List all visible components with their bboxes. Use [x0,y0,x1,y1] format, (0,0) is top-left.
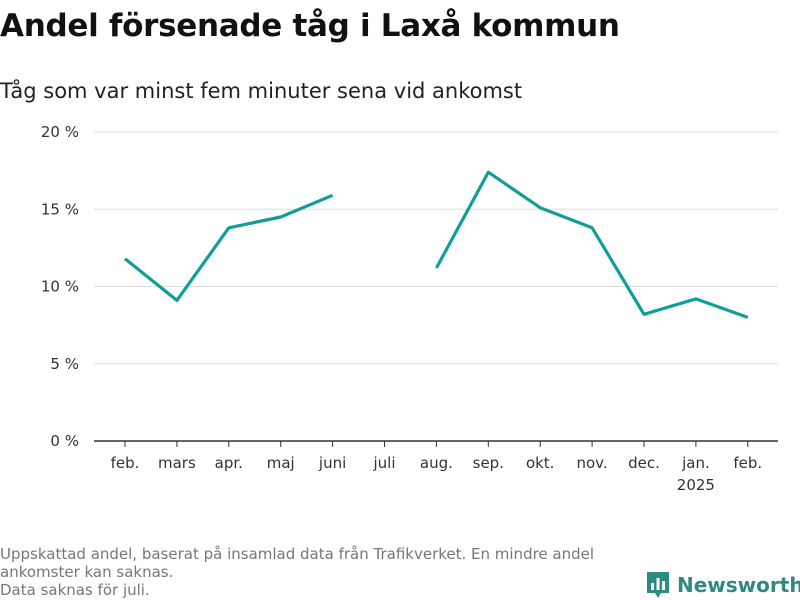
x-tick-label: sep. [473,454,504,472]
y-tick-label: 0 % [50,432,79,450]
x-tick-label: juli [372,454,395,472]
y-tick-label: 15 % [41,200,79,218]
y-axis-ticks: 0 % 5 % 10 % 15 % 20 % [41,123,79,450]
x-tick-label: aug. [420,454,453,472]
x-tick-label: apr. [215,454,243,472]
x-tick-label: maj [267,454,295,472]
newsworthy-logo-icon [647,572,669,598]
series-line-segment [123,193,334,302]
brand-name: Newsworthy [677,573,800,597]
series-lines [123,170,749,319]
x-tick-label: dec. [628,454,660,472]
x-tick-label: okt. [526,454,555,472]
x-axis-ticks: feb. mars apr. maj juni juli aug. sep. okt. nov. d… [94,440,778,494]
x-tick-label: feb. [733,454,762,472]
gridlines [94,131,778,365]
x-tick-label: feb. [111,454,140,472]
y-tick-label: 20 % [41,123,79,141]
footnote-source: Uppskattad andel, baserat på insamlad da… [0,545,595,581]
footnote-missing-data: Data saknas för juli. [0,581,150,599]
x-tick-label: jan. 2025 [677,454,715,494]
chart-subtitle: Tåg som var minst fem minuter sena vid a… [0,79,523,103]
y-tick-label: 10 % [41,278,79,296]
x-tick-label: juni [318,454,346,472]
x-tick-label: mars [158,454,196,472]
y-tick-label: 5 % [50,355,79,373]
footnote: Uppskattad andel, baserat på insamlad da… [0,545,630,599]
x-tick-label: nov. [577,454,608,472]
series-line-segment [434,170,749,319]
chart-title: Andel försenade tåg i Laxå kommun [0,8,620,44]
brand[interactable]: Newsworthy [645,570,800,600]
line-chart: 0 % 5 % 10 % 15 % 20 % feb. mars apr. maj juni ju… [41,123,778,494]
